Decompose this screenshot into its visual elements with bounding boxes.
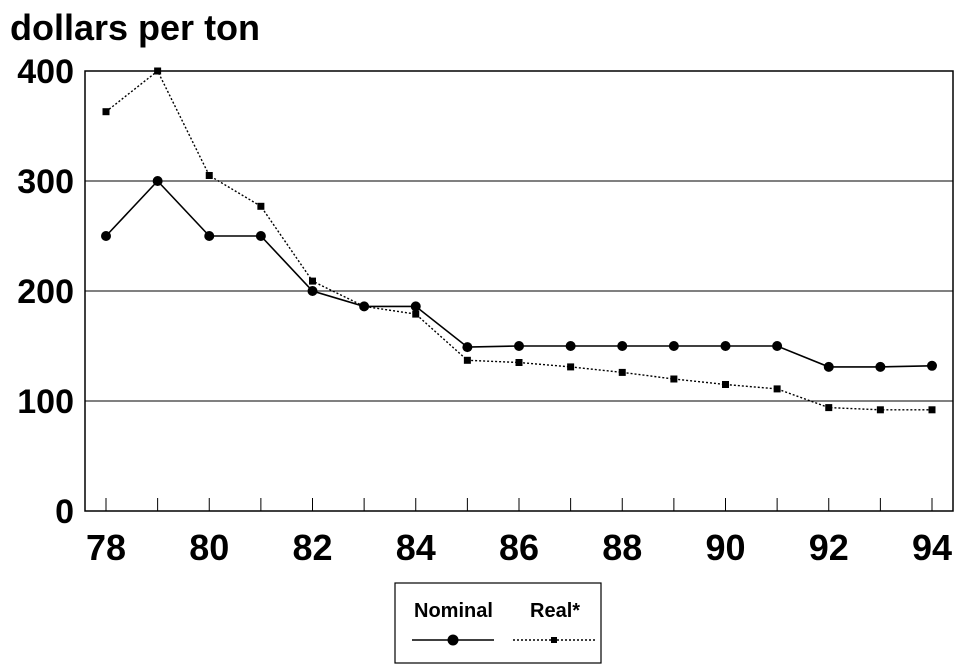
data-point-real	[825, 404, 833, 412]
data-point-nominal	[255, 231, 266, 241]
data-point-real	[309, 277, 316, 285]
data-point-real	[876, 406, 884, 414]
data-point-nominal	[307, 286, 318, 296]
y-tick-label: 0	[55, 493, 74, 531]
data-point-real	[618, 368, 626, 376]
data-point-nominal	[514, 341, 524, 351]
data-point-nominal	[668, 341, 679, 351]
data-point-nominal	[823, 361, 834, 372]
series-line-nominal	[105, 179, 933, 368]
legend: Nominal Real*	[394, 582, 602, 664]
data-point-real	[257, 202, 265, 210]
data-point-nominal	[410, 301, 421, 312]
y-axis-title: dollars per ton	[10, 7, 260, 48]
data-point-nominal	[565, 341, 576, 351]
data-point-nominal	[152, 176, 163, 186]
legend-label-real: Real*	[530, 600, 580, 622]
x-tick-labels: 78 80 82 84 86 88 90 92 94	[86, 527, 952, 568]
x-tick-label: 80	[189, 527, 229, 568]
data-point-real	[670, 375, 678, 383]
data-point-nominal	[462, 342, 473, 353]
x-tick-label: 88	[602, 527, 642, 568]
data-point-real	[515, 359, 523, 366]
x-tick-label: 78	[86, 527, 126, 568]
data-point-nominal	[772, 341, 783, 351]
y-tick-labels: 0 100 200 300 400	[17, 53, 74, 531]
y-tick-label: 400	[17, 53, 74, 91]
y-tick-label: 100	[17, 383, 74, 421]
y-tick-label: 200	[17, 273, 74, 311]
data-point-real	[154, 67, 162, 75]
x-tick-label: 94	[912, 527, 952, 568]
x-tick-label: 92	[809, 527, 849, 568]
data-point-real	[463, 356, 471, 364]
data-point-real	[722, 381, 729, 388]
data-point-real	[102, 108, 110, 116]
gridlines	[85, 180, 953, 402]
data-point-real	[360, 302, 368, 310]
data-point-real	[412, 310, 420, 318]
data-point-real	[567, 363, 575, 371]
x-tick-label: 82	[292, 527, 332, 568]
legend-marker-real	[551, 637, 557, 643]
series-line-real	[105, 69, 932, 411]
data-point-real	[773, 385, 781, 393]
legend-marker-nominal	[447, 634, 459, 646]
data-point-nominal	[204, 231, 215, 241]
data-point-real	[205, 172, 213, 179]
data-point-nominal	[875, 361, 886, 372]
data-point-nominal	[720, 341, 731, 351]
x-tick-label: 86	[499, 527, 539, 568]
y-tick-label: 300	[17, 163, 74, 201]
data-point-nominal	[101, 231, 111, 241]
series-layer	[101, 67, 937, 414]
data-point-nominal	[617, 341, 628, 351]
data-point-nominal	[927, 360, 937, 371]
x-tick-marks	[105, 498, 933, 511]
x-tick-label: 90	[705, 527, 745, 568]
legend-label-nominal: Nominal	[414, 600, 493, 622]
data-point-real	[928, 406, 936, 414]
x-tick-label: 84	[396, 527, 436, 568]
legend-box	[394, 582, 602, 664]
